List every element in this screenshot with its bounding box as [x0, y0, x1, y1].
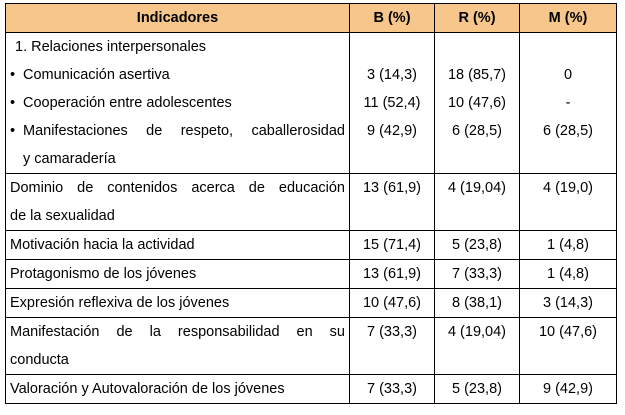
item-label-line2: y camaradería [23, 151, 116, 167]
table-row: Manifestación de la responsabilidad en s… [5, 317, 617, 375]
table-row: Protagonismo de los jóvenes 13 (61,9) 7 … [5, 259, 617, 289]
row-label-line2: de la sexualidad [10, 208, 115, 224]
value-m: 6 (28,5) [543, 123, 593, 139]
value-b: 13 (61,9) [349, 259, 435, 289]
section-m-cell: 0 - 6 (28,5) [519, 32, 617, 174]
value-r: 18 (85,7) [447, 67, 507, 83]
value-b: 3 (14,3) [367, 67, 417, 83]
row-label: Dominio de contenidos acerca de educació… [5, 173, 350, 231]
value-b: 7 (33,3) [349, 317, 435, 375]
bullet-icon: • [10, 67, 16, 83]
row-label: Protagonismo de los jóvenes [5, 259, 350, 289]
list-item: • Cooperación entre adolescentes [10, 89, 345, 117]
indicators-table: Indicadores B (%) R (%) M (%) 1. Relacio… [5, 3, 617, 404]
list-item: • Manifestaciones de respeto, caballeros… [10, 117, 345, 145]
item-label-line1: Manifestaciones de respeto, caballerosid… [23, 123, 345, 139]
value-b: 10 (47,6) [349, 288, 435, 318]
header-m: M (%) [519, 3, 617, 33]
row-label-line1: Manifestación de la responsabilidad en s… [10, 324, 345, 340]
value-m: 3 (14,3) [519, 288, 617, 318]
table-row: Expresión reflexiva de los jóvenes 10 (4… [5, 288, 617, 318]
header-r: R (%) [434, 3, 520, 33]
value-b: 11 (52,4) [363, 95, 421, 111]
value-m: 1 (4,8) [519, 259, 617, 289]
section-r-cell: 18 (85,7) 10 (47,6) 6 (28,5) [434, 32, 520, 174]
value-b: 13 (61,9) [349, 173, 435, 231]
value-r: 5 (23,8) [434, 374, 520, 404]
value-m: - [565, 95, 571, 111]
table-row: Motivación hacia la actividad 15 (71,4) … [5, 230, 617, 260]
value-b: 9 (42,9) [367, 123, 417, 139]
list-item: • Comunicación asertiva [10, 61, 345, 89]
row-label: Manifestación de la responsabilidad en s… [5, 317, 350, 375]
value-r: 5 (23,8) [434, 230, 520, 260]
section-cell: 1. Relaciones interpersonales • Comunica… [5, 32, 350, 174]
section-b-cell: 3 (14,3) 11 (52,4) 9 (42,9) [349, 32, 435, 174]
value-b: 15 (71,4) [349, 230, 435, 260]
header-indicadores: Indicadores [5, 3, 350, 33]
bullet-icon: • [10, 95, 16, 111]
header-row: Indicadores B (%) R (%) M (%) [5, 3, 617, 33]
value-r: 7 (33,3) [434, 259, 520, 289]
value-m: 1 (4,8) [519, 230, 617, 260]
value-m: 0 [563, 67, 573, 83]
item-label: Comunicación asertiva [23, 67, 170, 83]
section-title: 1. Relaciones interpersonales [15, 39, 207, 55]
row-label-line1: Dominio de contenidos acerca de educació… [10, 180, 345, 196]
bullet-icon: • [10, 123, 16, 139]
value-m: 4 (19,0) [519, 173, 617, 231]
value-r: 6 (28,5) [452, 123, 502, 139]
value-r: 10 (47,6) [447, 95, 507, 111]
value-r: 4 (19,04) [434, 317, 520, 375]
value-m: 9 (42,9) [519, 374, 617, 404]
table-row-relaciones: 1. Relaciones interpersonales • Comunica… [5, 32, 617, 174]
table-row: Valoración y Autovaloración de los jóven… [5, 374, 617, 404]
table-row: Dominio de contenidos acerca de educació… [5, 173, 617, 231]
value-m: 10 (47,6) [519, 317, 617, 375]
row-label: Expresión reflexiva de los jóvenes [5, 288, 350, 318]
header-b: B (%) [349, 3, 435, 33]
value-b: 7 (33,3) [349, 374, 435, 404]
row-label-line2: conducta [10, 352, 69, 368]
value-r: 8 (38,1) [434, 288, 520, 318]
value-r: 4 (19,04) [434, 173, 520, 231]
row-label: Valoración y Autovaloración de los jóven… [5, 374, 350, 404]
row-label: Motivación hacia la actividad [5, 230, 350, 260]
item-label: Cooperación entre adolescentes [23, 95, 232, 111]
